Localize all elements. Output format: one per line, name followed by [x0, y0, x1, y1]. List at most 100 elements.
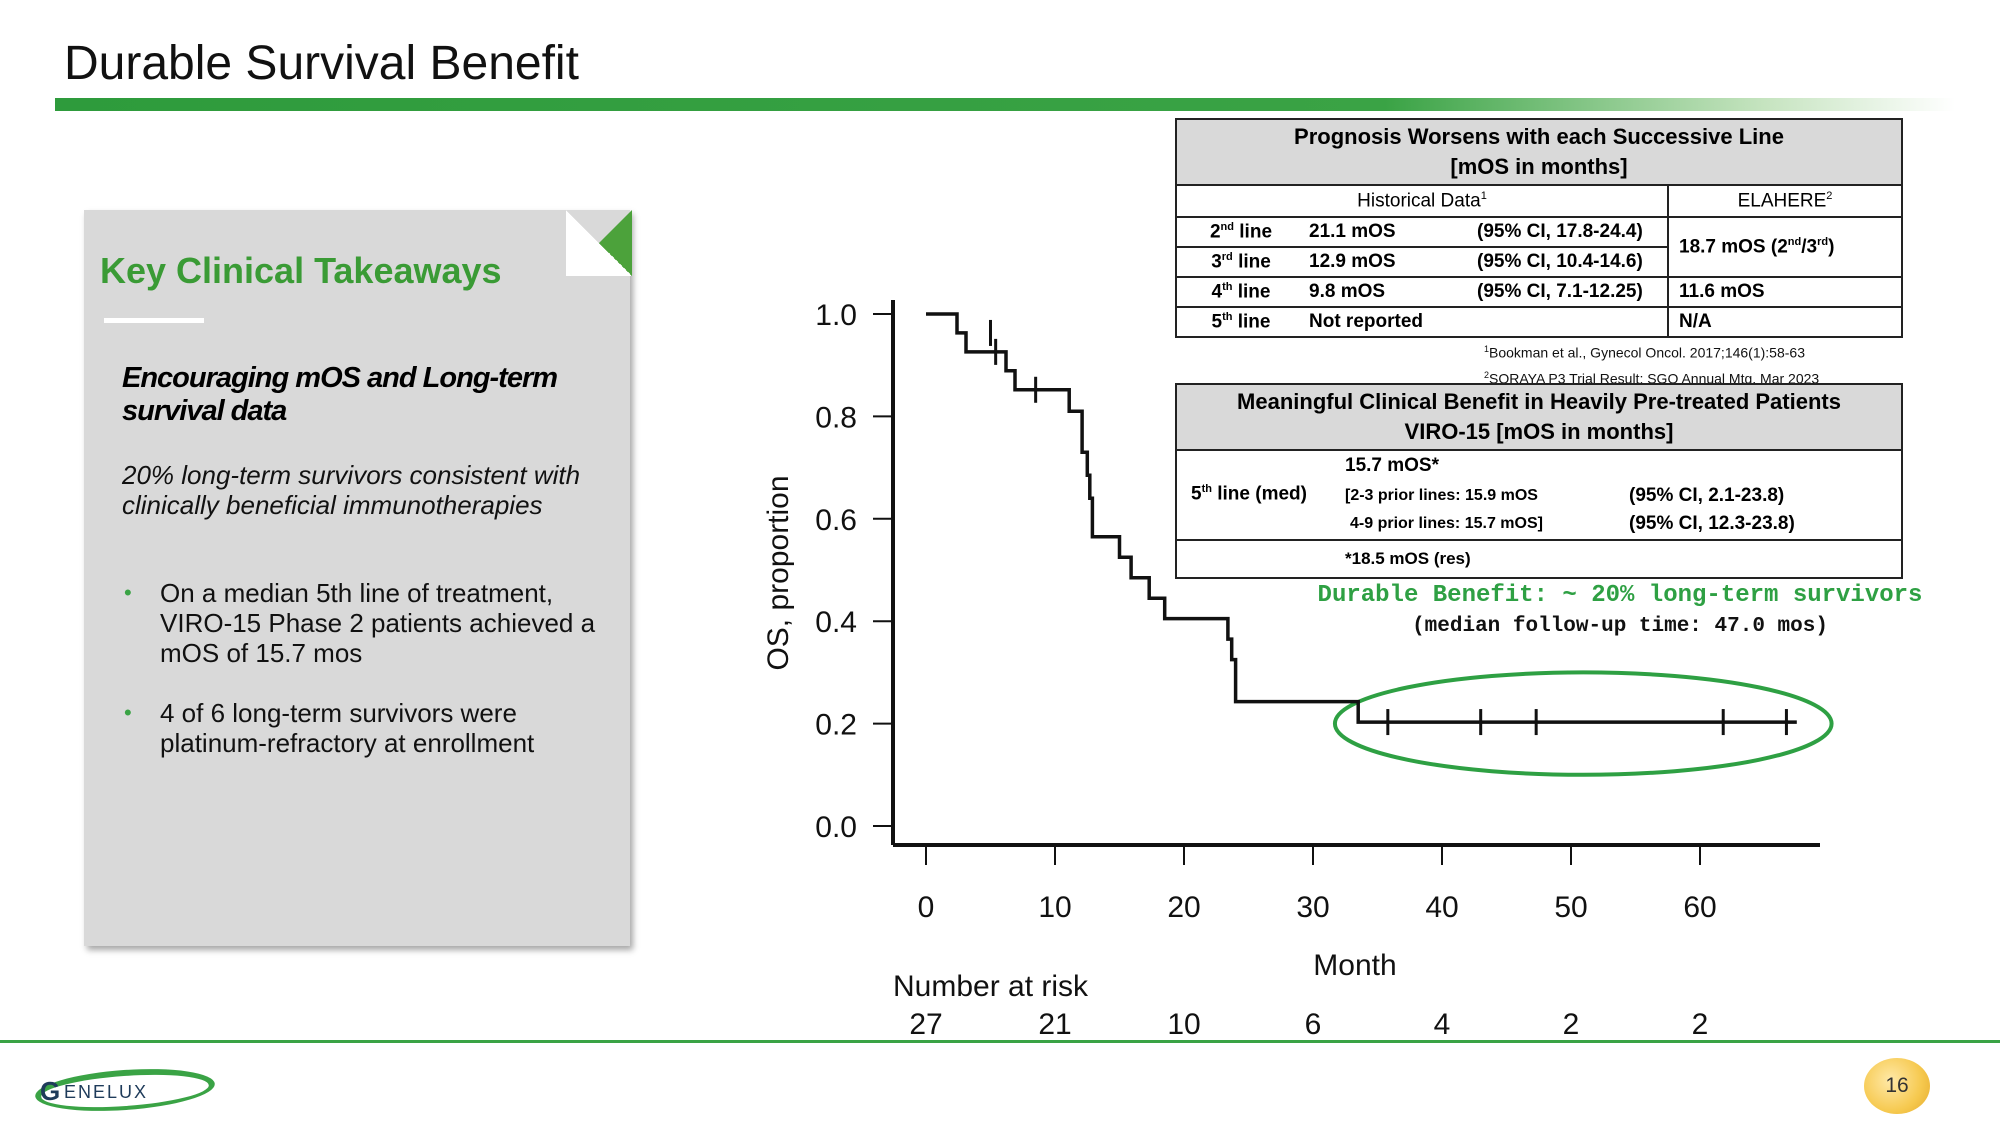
- reference-1: 1Bookman et al., Gynecol Oncol. 2017;146…: [1484, 338, 1819, 364]
- risk-count: 2: [1692, 1008, 1709, 1041]
- bullet-text: 4 of 6 long-term survivors were platinum…: [160, 698, 535, 758]
- table-row: 3rd line 12.9 mOS (95% CI, 10.4-14.6): [1175, 246, 1902, 278]
- long-term-survivors-ellipse: [1332, 670, 1834, 777]
- elahere-merged-post: ): [1828, 236, 1835, 258]
- line-sup: nd: [1220, 220, 1234, 233]
- prognosis-table-title: Prognosis Worsens with each Successive L…: [1175, 118, 1903, 186]
- ci-cell: (95% CI, 10.4-14.6): [1473, 246, 1669, 278]
- y-tick-label: 0.6: [815, 504, 857, 537]
- elahere-merged-sup2: rd: [1817, 235, 1829, 248]
- viro15-prior-b: 4-9 prior lines: 15.7 mOS]: [1350, 515, 1543, 532]
- logo-rest: ENELUX: [64, 1082, 148, 1102]
- viro15-title-line2: VIRO-15 [mOS in months]: [1404, 419, 1674, 444]
- elahere-cell: N/A: [1667, 306, 1903, 338]
- bullet-dot-icon: •: [124, 700, 132, 725]
- line-label-num: 5: [1191, 483, 1202, 505]
- takeaways-bullet-list: • On a median 5th line of treatment, VIRO…: [122, 578, 602, 788]
- ref1-text: Bookman et al., Gynecol Oncol. 2017;146(…: [1489, 344, 1805, 361]
- viro15-title-line1: Meaningful Clinical Benefit in Heavily P…: [1237, 389, 1841, 414]
- line-num: 4: [1211, 281, 1223, 303]
- genelux-logo: G ENELUX: [35, 1069, 215, 1111]
- risk-count: 2: [1563, 1008, 1580, 1041]
- line-median-label: 5th line (med): [1191, 483, 1307, 505]
- risk-table-group: Number at risk 27 21 10 6 4 2 2: [893, 970, 1708, 1041]
- line-cell: 4th line: [1175, 276, 1305, 308]
- x-tick-label: 10: [1038, 891, 1071, 924]
- viro15-ci-b: (95% CI, 12.3-23.8): [1629, 513, 1795, 534]
- bullet-item: • 4 of 6 long-term survivors were platinu…: [122, 698, 602, 758]
- footer-rule: [0, 1040, 2000, 1043]
- x-tick-label: 60: [1683, 891, 1716, 924]
- followup-callout: (median follow-up time: 47.0 mos): [1412, 615, 1828, 638]
- x-axis-label: Month: [1313, 949, 1396, 982]
- logo-swoosh-white: [41, 1074, 209, 1108]
- mos-cell: 12.9 mOS: [1305, 246, 1473, 278]
- line-sup: th: [1222, 310, 1233, 323]
- col-historical-label: Historical Data: [1357, 190, 1481, 212]
- highlight-ellipse-group: [1332, 670, 1834, 777]
- ci-cell: (95% CI, 7.1-12.25): [1473, 276, 1669, 308]
- risk-count: 4: [1434, 1008, 1451, 1041]
- line-cell: 3rd line: [1175, 246, 1305, 278]
- y-tick-label: 0.4: [815, 606, 857, 639]
- x-tick-label: 50: [1554, 891, 1587, 924]
- line-num: 5: [1211, 311, 1223, 333]
- page-title: Durable Survival Benefit: [64, 37, 579, 90]
- y-tick-label: 0.2: [815, 709, 857, 742]
- line-label-rest: line (med): [1211, 483, 1307, 505]
- x-tick-label: 20: [1167, 891, 1200, 924]
- viro15-table: Meaningful Clinical Benefit in Heavily P…: [1175, 383, 1903, 579]
- table1-references: 1Bookman et al., Gynecol Oncol. 2017;146…: [1484, 338, 1819, 389]
- y-tick-label: 0.8: [815, 401, 857, 434]
- line-word: line: [1237, 311, 1271, 333]
- line-word: line: [1239, 221, 1273, 243]
- line-word: line: [1237, 281, 1271, 303]
- elahere-cell: 11.6 mOS: [1667, 276, 1903, 308]
- ci-cell: [1473, 306, 1669, 338]
- elahere-merged-pre: 18.7 mOS (2: [1679, 236, 1788, 258]
- bullet-text: On a median 5th line of treatment, VIRO-…: [160, 578, 596, 668]
- takeaways-card: [84, 210, 630, 946]
- prognosis-title-line2: [mOS in months]: [1450, 154, 1628, 179]
- mos-cell: 21.1 mOS: [1305, 216, 1473, 248]
- line-num: 2: [1209, 221, 1221, 243]
- col-elahere-label: ELAHERE: [1737, 190, 1827, 212]
- y-axis-label: OS, proportion: [762, 475, 795, 670]
- table-row: 2nd line 21.1 mOS (95% CI, 17.8-24.4) 18…: [1175, 216, 1903, 278]
- x-tick-label: 40: [1425, 891, 1458, 924]
- elahere-merged-cell: 18.7 mOS (2nd/3rd): [1667, 216, 1903, 278]
- takeaways-heading: Key Clinical Takeaways: [100, 250, 502, 291]
- takeaways-italic-text: 20% long-term survivors consistent with …: [122, 460, 581, 520]
- risk-count: 10: [1167, 1008, 1200, 1041]
- bullet-item: • On a median 5th line of treatment, VIRO…: [122, 578, 602, 668]
- risk-count: 21: [1038, 1008, 1071, 1041]
- viro15-prior-a: [2-3 prior lines: 15.9 mOS: [1345, 487, 1538, 504]
- line-sup: rd: [1221, 250, 1233, 263]
- takeaways-divider: [104, 318, 204, 323]
- viro15-ci-a: (95% CI, 2.1-23.8): [1629, 485, 1785, 506]
- col-elahere-sup: 2: [1826, 189, 1833, 202]
- line-sup: th: [1222, 280, 1233, 293]
- bullet-dot-icon: •: [124, 580, 132, 605]
- risk-count: 27: [909, 1008, 942, 1041]
- line-num: 3: [1211, 251, 1222, 273]
- table-row: 5th line Not reported N/A: [1175, 306, 1903, 338]
- prognosis-title-line1: Prognosis Worsens with each Successive L…: [1294, 124, 1784, 149]
- viro15-mos: 15.7 mOS*: [1345, 455, 1439, 476]
- col-historical-data: Historical Data1: [1175, 184, 1669, 218]
- viro15-res-note: *18.5 mOS (res): [1175, 539, 1903, 579]
- line-cell: 5th line: [1175, 306, 1305, 338]
- durable-benefit-callout: Durable Benefit: ~ 20% long-term survivo…: [1317, 582, 1923, 609]
- y-tick-label: 0.0: [815, 811, 857, 844]
- line-word: line: [1238, 251, 1271, 273]
- ci-cell: (95% CI, 17.8-24.4): [1473, 216, 1669, 248]
- col-elahere: ELAHERE2: [1667, 184, 1903, 218]
- elahere-merged-mid: /3: [1801, 236, 1818, 258]
- line-label-sup: th: [1201, 483, 1212, 495]
- line-cell: 2nd line: [1175, 216, 1305, 248]
- x-tick-label: 0: [918, 891, 935, 924]
- mos-cell: 9.8 mOS: [1305, 276, 1473, 308]
- x-tick-label: 30: [1296, 891, 1329, 924]
- table-row: 4th line 9.8 mOS (95% CI, 7.1-12.25) 11.…: [1175, 276, 1903, 308]
- risk-count: 6: [1305, 1008, 1322, 1041]
